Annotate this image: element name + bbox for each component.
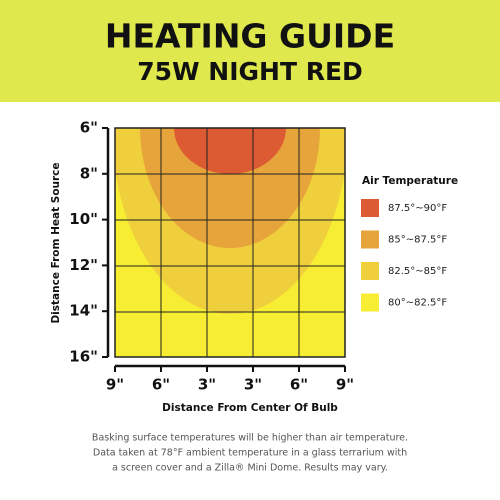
- x-tick-label: 6": [290, 376, 308, 394]
- zone-87: [174, 128, 286, 174]
- legend: 87.5°~90°F 85°~87.5°F 82.5°~85°F 80°~82.5°F: [361, 199, 447, 312]
- y-tick-label: 12": [69, 256, 98, 274]
- x-tick-label: 6": [152, 376, 170, 394]
- y-tick-label: 14": [69, 302, 98, 320]
- axes: [106, 128, 345, 368]
- legend-label: 87.5°~90°F: [388, 203, 447, 214]
- y-axis-title: Distance From Heat Source: [50, 162, 62, 323]
- footer-line: a screen cover and a Zilla® Mini Dome. R…: [112, 463, 388, 474]
- legend-label: 80°~82.5°F: [388, 298, 447, 309]
- legend-label: 85°~87.5°F: [388, 235, 447, 246]
- legend-swatch: [361, 199, 379, 217]
- x-tick-label: 9": [106, 376, 124, 394]
- legend-title: Air Temperature: [362, 175, 458, 187]
- y-tick-label: 6": [80, 119, 98, 137]
- footer: Basking surface temperatures will be hig…: [92, 433, 408, 474]
- footer-line: Data taken at 78°F ambient temperature i…: [93, 448, 407, 459]
- grid: [114, 127, 346, 358]
- footer-line: Basking surface temperatures will be hig…: [92, 433, 408, 444]
- legend-swatch: [361, 230, 379, 249]
- y-tick-label: 16": [69, 348, 98, 366]
- x-axis-title: Distance From Center Of Bulb: [162, 402, 338, 414]
- legend-swatch: [361, 262, 379, 280]
- title: HEATING GUIDE: [105, 17, 395, 56]
- ticks: 6" 8" 10" 12" 14" 16" 9" 6" 3" 3" 6" 9": [69, 119, 354, 394]
- zone-85: [140, 128, 320, 248]
- header-band: [0, 0, 500, 102]
- x-tick-label: 9": [336, 376, 354, 394]
- y-tick-label: 8": [80, 164, 98, 182]
- legend-swatch: [361, 293, 379, 312]
- y-tick-label: 10": [69, 210, 98, 228]
- subtitle: 75W NIGHT RED: [137, 57, 363, 86]
- legend-label: 82.5°~85°F: [388, 266, 447, 277]
- x-tick-label: 3": [244, 376, 262, 394]
- x-tick-label: 3": [198, 376, 216, 394]
